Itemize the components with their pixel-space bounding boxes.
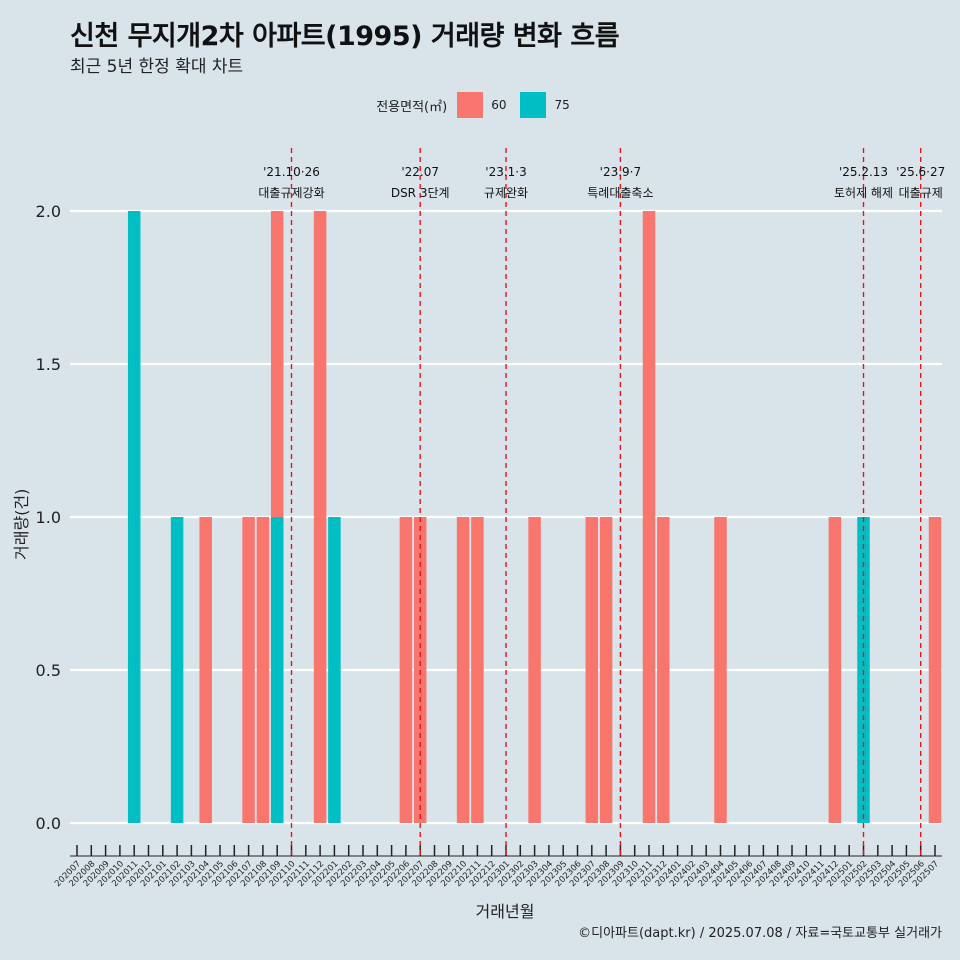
bar-60-202206 bbox=[399, 517, 413, 823]
legend-swatch-75 bbox=[520, 92, 547, 118]
bar-60-202312 bbox=[657, 517, 670, 823]
bar-75-202011 bbox=[127, 211, 141, 823]
event-label: 규제완화 bbox=[484, 186, 528, 200]
event-label: 대출규제 bbox=[899, 186, 943, 200]
legend-swatch-60 bbox=[457, 92, 484, 118]
bar-60-202211 bbox=[471, 517, 484, 823]
event-date: '23.9·7 bbox=[600, 165, 641, 179]
event-label: 특례대출축소 bbox=[587, 186, 653, 200]
event-date: '23.1·3 bbox=[485, 165, 526, 179]
y-tick-label: 2.0 bbox=[36, 202, 61, 221]
x-axis-label: 거래년월 bbox=[475, 902, 535, 921]
bar-60-202303 bbox=[528, 517, 541, 823]
y-tick-label: 0.0 bbox=[36, 814, 61, 833]
y-axis-label: 거래량(건) bbox=[12, 488, 31, 560]
event-label: DSR 3단계 bbox=[391, 186, 450, 200]
bar-60-202112 bbox=[313, 211, 327, 823]
source-caption: ©디아파트(dapt.kr) / 2025.07.08 / 자료=국토교통부 실… bbox=[578, 926, 942, 941]
bar-75-202201 bbox=[328, 517, 341, 823]
event-date: '25.6·27 bbox=[896, 165, 945, 179]
bar-60-202210 bbox=[456, 517, 470, 823]
bar-75-202102 bbox=[170, 517, 184, 823]
event-date: '21.10·26 bbox=[263, 165, 320, 179]
legend-label-75: 75 bbox=[554, 98, 570, 112]
bar-60-202104 bbox=[199, 517, 212, 823]
bar-60-202311 bbox=[642, 211, 656, 823]
bar-60-202404 bbox=[714, 517, 727, 823]
y-tick-label: 1.5 bbox=[36, 355, 61, 374]
chart-title: 신천 무지개2차 아파트(1995) 거래량 변화 흐름 bbox=[70, 21, 620, 52]
legend: 전용면적(㎡) 60 75 bbox=[0, 92, 960, 118]
legend-label-60: 60 bbox=[491, 98, 507, 112]
event-date: '25.2.13 bbox=[839, 165, 888, 179]
bar-60-202308 bbox=[599, 517, 613, 823]
y-tick-label: 1.0 bbox=[36, 508, 61, 527]
event-label: 토허제 해제 bbox=[834, 186, 893, 200]
bar-60-202108 bbox=[256, 517, 270, 823]
y-tick-label: 0.5 bbox=[36, 661, 61, 680]
chart-subtitle: 최근 5년 한정 확대 차트 bbox=[70, 57, 244, 77]
legend-title: 전용면적(㎡) bbox=[376, 99, 448, 115]
bar-60-202507 bbox=[928, 517, 942, 823]
bar-60-202307 bbox=[585, 517, 599, 823]
bar-75-202109 bbox=[270, 517, 284, 823]
event-label: 대출규제강화 bbox=[258, 186, 324, 200]
bar-60-202412 bbox=[828, 517, 842, 823]
event-date: '22.07 bbox=[401, 165, 439, 179]
bar-60-202107 bbox=[242, 517, 255, 823]
